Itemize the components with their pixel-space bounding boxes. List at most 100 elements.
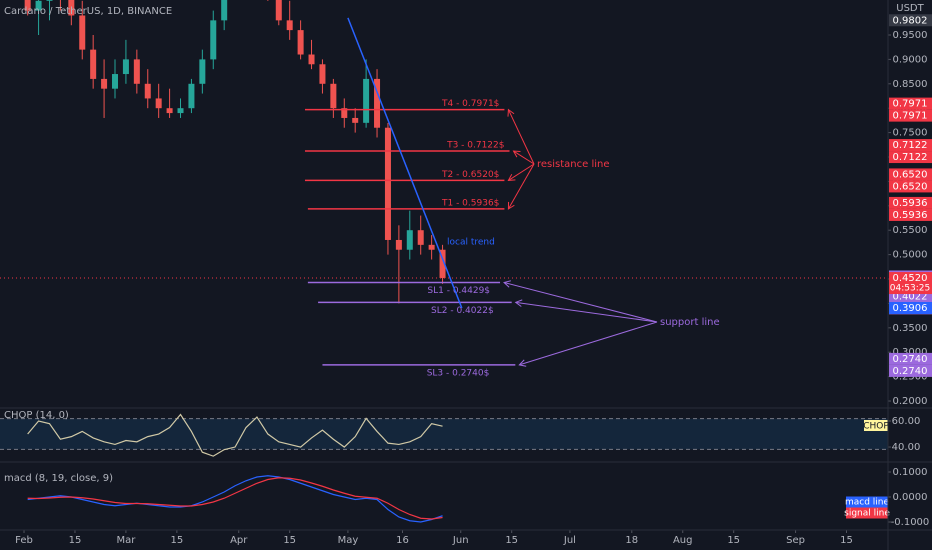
- chop-tag-box: [864, 420, 888, 431]
- candle-body: [308, 54, 315, 65]
- level-label: T2 - 0.6520$: [441, 170, 499, 180]
- arrow-head: [507, 201, 515, 210]
- y-tick-label: 60.00: [892, 416, 921, 427]
- support-value-label: 0.4022: [893, 291, 928, 302]
- candle-body: [319, 64, 326, 84]
- level-label: T3 - 0.7122$: [446, 141, 504, 151]
- resistance-annotation: resistance line: [537, 159, 610, 170]
- x-tick-label: Jul: [563, 535, 576, 546]
- resistance-value-box: [889, 97, 932, 110]
- resistance-value-box: [889, 168, 932, 181]
- legend-swatch: [846, 496, 888, 508]
- top-marker-box: [889, 14, 932, 27]
- candle-body: [363, 78, 370, 123]
- legend-label: signal line: [844, 509, 890, 519]
- arrow-head: [514, 299, 523, 307]
- chart-title: Cardano / TetherUS, 1D, BINANCE: [4, 6, 172, 17]
- x-tick-label: 15: [727, 535, 740, 546]
- x-tick-label: Jun: [452, 535, 469, 546]
- price-pane: T4 - 0.7971$ T3 - 0.7122$ T2 - 0.6520$ T1 -…: [0, 0, 888, 378]
- resistance-value-box: [889, 196, 932, 209]
- y-tick-label: 0.5500: [893, 225, 928, 236]
- candle-body: [417, 230, 424, 245]
- candle-body: [297, 30, 304, 55]
- candle-body: [122, 59, 129, 75]
- macd-title: macd (8, 19, close, 9): [4, 473, 113, 484]
- macd-pane: [27, 475, 443, 523]
- candle-body: [384, 127, 391, 240]
- overlay: Feb 15 Mar 15 Apr 15 May 16 Jun 15 Jul 18 Aug 15 Sep 15…: [15, 14, 932, 546]
- candle-body: [166, 108, 173, 114]
- trend-value-box: [889, 302, 932, 315]
- candle-body: [330, 83, 337, 109]
- candle-body: [46, 0, 53, 1]
- candle-body: [352, 117, 359, 123]
- chop-title: CHOP (14, 0): [4, 410, 69, 421]
- chop-line: [27, 413, 443, 457]
- y-tick-label: 0.7500: [893, 128, 928, 139]
- x-tick-label: May: [338, 535, 359, 546]
- macd-series: [27, 475, 443, 523]
- support-value-label: 0.2740: [893, 354, 928, 365]
- y-tick-label: 0.3500: [893, 323, 928, 334]
- resistance-value-box: [889, 109, 932, 122]
- candle-body: [188, 83, 195, 109]
- candle-body: [155, 98, 162, 109]
- candle-body: [133, 59, 140, 84]
- level-label: SL3 - 0.2740$: [427, 368, 490, 378]
- y-tick-label: 0.8500: [893, 79, 928, 90]
- resistance-value-box: [889, 180, 932, 193]
- y-tick-label: -0.1000: [891, 517, 930, 528]
- resistance-value-box: [889, 208, 932, 221]
- resistance-value-label: 0.7971: [893, 99, 928, 110]
- resistance-value-label: 0.6520: [893, 181, 928, 192]
- resistance-value-label: 0.7971: [893, 111, 928, 122]
- x-tick-label: 15: [505, 535, 518, 546]
- y-tick-label: 0.3000: [893, 347, 928, 358]
- candle-body: [112, 74, 119, 89]
- x-tick-label: 18: [625, 535, 638, 546]
- level-label: T1 - 0.5936$: [441, 198, 499, 208]
- candle-body: [24, 0, 31, 11]
- arrow-head: [507, 174, 516, 181]
- candle-body: [341, 108, 348, 118]
- level-label: SL2 - 0.4022$: [431, 306, 494, 316]
- arrow: [507, 163, 535, 210]
- x-tick-label: Apr: [230, 535, 248, 546]
- arrow-head: [518, 359, 527, 367]
- candle-body: [90, 49, 97, 79]
- last-price-box: [889, 272, 932, 295]
- x-tick-label: 15: [69, 535, 82, 546]
- support-value-label: 0.2740: [893, 366, 928, 377]
- level-label: T4 - 0.7971$: [441, 99, 499, 109]
- chop-pane: [0, 413, 888, 457]
- arrow-head: [503, 280, 511, 288]
- countdown: 04:53:25: [890, 284, 930, 294]
- trend-value-label: 0.3906: [893, 303, 928, 314]
- candle-body: [406, 230, 413, 250]
- top-marker-label: 0.9802: [893, 15, 928, 26]
- candle-body: [79, 15, 86, 50]
- y-tick-label: 0.5000: [893, 250, 928, 261]
- arrow-head: [512, 150, 521, 158]
- arrow: [519, 321, 658, 366]
- candle-body: [395, 239, 402, 250]
- x-tick-label: Aug: [673, 535, 693, 546]
- resistance-value-box: [889, 151, 932, 164]
- resistance-value-label: 0.7122: [893, 152, 928, 163]
- resistance-value-box: [889, 139, 932, 152]
- y-tick-label: 0.9000: [893, 54, 928, 65]
- x-tick-label: Feb: [15, 535, 33, 546]
- resistance-value-label: 0.7122: [893, 140, 928, 151]
- x-tick-label: 15: [171, 535, 184, 546]
- support-value-box: [889, 364, 932, 377]
- y-tick-label: 0.9500: [893, 30, 928, 41]
- resistance-value-label: 0.6520: [893, 169, 928, 180]
- y-tick-label: 40.00: [892, 442, 921, 453]
- level-label: SL1 - 0.4429$: [427, 286, 490, 296]
- arrow: [508, 163, 535, 181]
- x-tick-label: Mar: [116, 535, 136, 546]
- y-tick-label: 0.2500: [893, 372, 928, 383]
- macd-series: [27, 477, 443, 520]
